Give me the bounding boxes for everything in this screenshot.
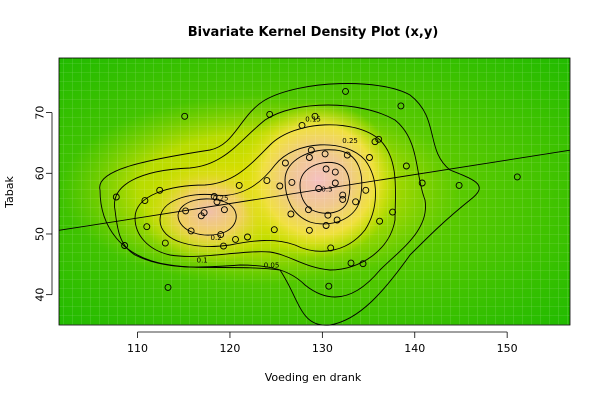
- density-grid: [59, 58, 570, 325]
- data-point: [315, 185, 323, 192]
- data-point: [287, 210, 295, 218]
- x-tick-label: 120: [219, 342, 240, 355]
- data-point: [366, 154, 373, 161]
- contour-label: 0.1: [197, 257, 208, 265]
- contour-label: 0.25: [213, 195, 229, 203]
- y-axis-label: Tabak: [3, 176, 16, 209]
- data-point: [143, 223, 151, 231]
- contour-0.25-main: [284, 149, 363, 225]
- data-point: [371, 138, 379, 146]
- data-point: [220, 206, 228, 214]
- data-point: [235, 181, 243, 189]
- contour-label: 0.05: [264, 261, 280, 269]
- data-point: [327, 244, 335, 252]
- contour-0.25-left: [177, 198, 237, 236]
- plot-frame: [58, 57, 571, 326]
- data-point: [200, 209, 208, 217]
- data-point: [213, 198, 221, 206]
- data-point: [455, 181, 463, 189]
- data-point: [418, 179, 426, 187]
- contour-label: 0.2: [211, 234, 222, 242]
- y-tick-label: 70: [34, 106, 47, 120]
- data-point: [343, 151, 351, 159]
- data-point: [311, 112, 319, 120]
- contour-0.2: [159, 144, 376, 252]
- data-point: [324, 211, 332, 219]
- data-points: [112, 87, 521, 291]
- data-point: [305, 226, 313, 234]
- x-tick-label: 150: [497, 342, 518, 355]
- contour-0.15: [134, 124, 396, 271]
- data-point: [339, 191, 347, 199]
- data-point: [181, 112, 189, 120]
- data-point: [164, 283, 172, 291]
- contour-label: 0.15: [305, 116, 321, 124]
- y-axis: 40 50 60 70: [34, 106, 53, 302]
- contour-labels: 0.05 0.1 0.15 0.2 0.25 0.25 0.3: [197, 116, 358, 270]
- data-point: [161, 239, 169, 247]
- data-point: [305, 206, 312, 214]
- data-point: [298, 121, 306, 129]
- data-point: [121, 242, 129, 249]
- data-point: [288, 178, 296, 186]
- data-point: [266, 110, 274, 118]
- data-point: [305, 154, 313, 161]
- data-point: [397, 102, 405, 110]
- x-axis: 110 120 130 140 150: [127, 331, 518, 355]
- regression-line: [58, 149, 571, 231]
- data-point: [270, 226, 278, 234]
- data-point: [331, 168, 339, 176]
- data-point: [513, 173, 521, 181]
- data-point: [333, 216, 341, 224]
- data-point: [359, 260, 367, 268]
- y-tick-label: 50: [34, 227, 47, 241]
- data-point: [276, 182, 284, 190]
- x-tick-label: 130: [312, 342, 333, 355]
- y-tick-label: 60: [34, 166, 47, 180]
- data-point: [331, 179, 339, 187]
- data-point: [141, 197, 149, 205]
- data-point: [322, 165, 330, 173]
- y-tick-label: 40: [34, 288, 47, 302]
- contour-0.05: [99, 83, 480, 326]
- data-point: [362, 186, 370, 194]
- x-axis-label: Voeding en drank: [265, 371, 362, 384]
- data-point: [217, 231, 225, 239]
- data-point: [325, 282, 333, 290]
- data-point: [342, 87, 349, 95]
- data-point: [210, 192, 218, 200]
- data-point: [339, 195, 347, 203]
- data-point: [389, 208, 397, 216]
- data-point: [220, 242, 227, 250]
- data-point: [187, 227, 195, 235]
- data-point: [281, 159, 289, 167]
- contour-0.1: [114, 104, 426, 298]
- contour-0.3: [299, 161, 351, 214]
- data-point: [352, 198, 360, 206]
- contour-label: 0.3: [321, 186, 332, 194]
- data-point: [263, 177, 271, 185]
- data-point: [156, 186, 164, 194]
- x-tick-label: 110: [127, 342, 148, 355]
- density-contours: [99, 83, 480, 326]
- plot-area: 0.05 0.1 0.15 0.2 0.25 0.25 0.3: [58, 57, 571, 326]
- chart-title: Bivariate Kernel Density Plot (x,y): [188, 25, 439, 40]
- data-point: [182, 207, 190, 215]
- data-point: [321, 150, 329, 158]
- x-tick-label: 140: [404, 342, 425, 355]
- contour-label: 0.25: [342, 137, 358, 145]
- data-point: [322, 222, 330, 229]
- data-point: [307, 146, 315, 154]
- data-point: [244, 233, 251, 241]
- data-point: [347, 259, 355, 267]
- data-point: [232, 235, 239, 243]
- data-point: [402, 162, 410, 170]
- data-point: [375, 135, 383, 143]
- data-point: [376, 217, 384, 225]
- data-point: [112, 193, 120, 201]
